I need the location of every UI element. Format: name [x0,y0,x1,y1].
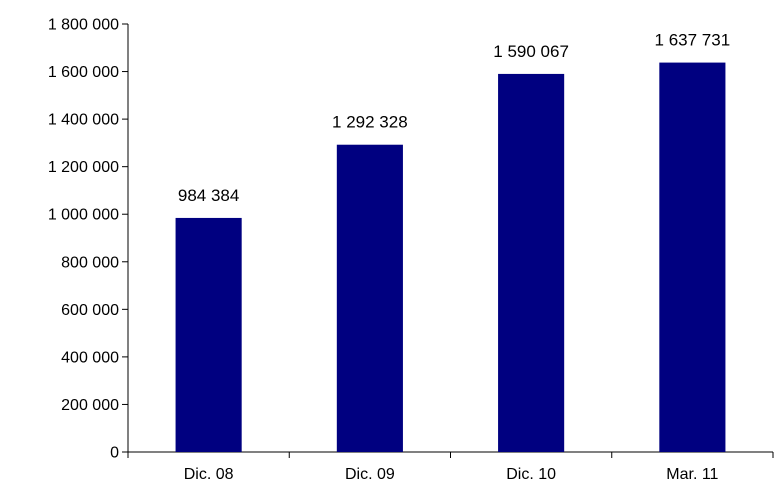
y-tick-label: 1 200 000 [48,159,119,176]
x-tick-label: Dic. 09 [345,466,395,483]
y-tick-label: 200 000 [61,397,119,414]
x-axis: Dic. 08 Dic. 09 Dic. 10 Mar. 11 [127,451,774,483]
y-tick-label: 800 000 [61,254,119,271]
data-label: 1 292 328 [332,113,408,132]
y-tick-label: 1 400 000 [48,112,119,129]
bar [175,217,242,452]
bar [498,73,565,452]
data-label: 984 384 [178,186,239,205]
y-tick-label: 1 000 000 [48,207,119,224]
y-tick-label: 0 [110,445,119,462]
y-tick-label: 600 000 [61,302,119,319]
y-axis: 0 200 000 400 000 600 000 800 000 1 000 000 1 … [48,17,129,462]
bars [175,62,726,453]
x-tick-label: Dic. 10 [506,466,556,483]
y-tick-label: 400 000 [61,349,119,366]
bar [659,62,726,453]
data-label: 1 637 731 [655,31,731,50]
x-tick-label: Dic. 08 [184,466,234,483]
y-tick-label: 1 600 000 [48,64,119,81]
data-labels: 984 384 1 292 328 1 590 067 1 637 731 [178,31,730,205]
bar [336,144,403,452]
x-tick-label: Mar. 11 [666,466,718,483]
data-label: 1 590 067 [493,42,569,61]
y-tick-label: 1 800 000 [48,17,119,34]
